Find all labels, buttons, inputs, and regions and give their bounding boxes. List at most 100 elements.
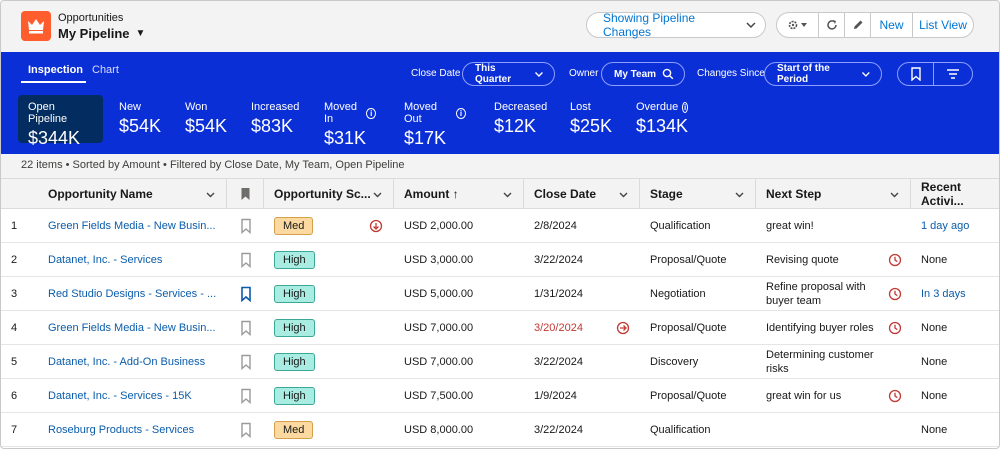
- metric-value: $83K: [251, 116, 294, 136]
- metric-tile[interactable]: Increased $83K: [241, 95, 307, 143]
- column-stage[interactable]: Stage: [640, 179, 756, 209]
- opportunity-link[interactable]: Datanet, Inc. - Add-On Business: [48, 356, 206, 368]
- row-number: 1: [11, 220, 18, 232]
- recent-activity-cell[interactable]: In 3 days: [921, 288, 966, 300]
- metric-tile[interactable]: Open Pipeline $344K: [18, 95, 103, 148]
- metric-value: $17K: [404, 128, 447, 148]
- chevron-down-icon: [535, 72, 544, 77]
- refresh-icon: [826, 20, 837, 30]
- opportunity-link[interactable]: Red Studio Designs - Services - ...: [48, 288, 217, 300]
- column-bookmark[interactable]: [227, 179, 264, 209]
- metric-value: $344K: [28, 128, 81, 148]
- new-button[interactable]: New: [871, 13, 913, 37]
- info-icon[interactable]: i: [682, 101, 688, 113]
- clock-icon: [888, 253, 902, 267]
- list-summary: 22 items • Sorted by Amount • Filtered b…: [1, 154, 999, 179]
- column-close-date[interactable]: Close Date: [524, 179, 640, 209]
- bookmark-cell: [238, 243, 254, 277]
- row-number: 2: [11, 254, 18, 266]
- recent-activity-cell: None: [921, 424, 948, 436]
- metric-value: $54K: [119, 116, 162, 136]
- chevron-down-icon[interactable]: [502, 189, 513, 200]
- close-date-filter[interactable]: This Quarter: [462, 62, 555, 86]
- tab-inspection[interactable]: Inspection: [28, 64, 84, 76]
- amount-cell: USD 7,000.00: [404, 322, 474, 334]
- close-date-value: This Quarter: [475, 63, 512, 85]
- amount-cell: USD 5,000.00: [404, 288, 474, 300]
- stage-cell: Qualification: [650, 220, 711, 232]
- owner-filter[interactable]: My Team: [601, 62, 685, 86]
- next-step-cell: Revising quote: [766, 254, 839, 266]
- column-opportunity-name[interactable]: Opportunity Name: [38, 179, 227, 209]
- info-icon[interactable]: i: [455, 107, 466, 119]
- bookmark-icon[interactable]: [240, 388, 252, 404]
- metric-tile[interactable]: New $54K: [109, 95, 167, 143]
- table-row: 7 Roseburg Products - Services Med USD 8,00…: [1, 413, 999, 447]
- list-view-switcher[interactable]: My Pipeline ▼: [58, 26, 145, 41]
- bookmark-filter-button[interactable]: [897, 62, 934, 86]
- stage-cell: Proposal/Quote: [650, 254, 727, 266]
- column-opportunity-score[interactable]: Opportunity Sc...: [264, 179, 394, 209]
- metric-tile[interactable]: Won $54K: [175, 95, 233, 143]
- metric-value: $54K: [185, 116, 228, 136]
- edit-button[interactable]: [845, 13, 871, 37]
- clock-icon: [888, 321, 902, 335]
- filter-menu-button[interactable]: [933, 62, 973, 86]
- chevron-down-icon[interactable]: [889, 189, 900, 200]
- score-cell: High: [274, 277, 394, 311]
- row-number: 5: [11, 356, 18, 368]
- info-icon[interactable]: i: [366, 107, 376, 119]
- refresh-button[interactable]: [819, 13, 845, 37]
- next-step-cell: Refine proposal with buyer team: [766, 281, 866, 307]
- bookmark-icon[interactable]: [240, 252, 252, 268]
- column-amount[interactable]: Amount ↑: [394, 179, 524, 209]
- bookmark-filled-icon[interactable]: [240, 286, 252, 302]
- bookmark-icon[interactable]: [240, 422, 252, 438]
- chevron-down-icon[interactable]: [618, 189, 629, 200]
- metric-tile[interactable]: Overdue i $134K: [626, 95, 698, 143]
- metric-tile[interactable]: Moved Out i $17K: [394, 95, 476, 148]
- metric-label: Lost: [570, 101, 591, 113]
- score-badge: Med: [274, 217, 314, 235]
- filter-lines-icon: [947, 69, 959, 79]
- column-amount-header: Amount ↑: [404, 187, 459, 201]
- metric-tile[interactable]: Lost $25K: [560, 95, 618, 143]
- pipeline-changes-button[interactable]: Showing Pipeline Changes: [586, 11, 766, 39]
- close-date-cell: 1/9/2024: [534, 390, 577, 402]
- opportunity-link[interactable]: Datanet, Inc. - Services: [48, 254, 163, 266]
- chevron-down-icon[interactable]: [734, 189, 745, 200]
- metric-label: Moved Out: [404, 101, 438, 125]
- column-next-step[interactable]: Next Step: [756, 179, 911, 209]
- tab-chart[interactable]: Chart: [92, 64, 119, 76]
- table-row: 3 Red Studio Designs - Services - ... High…: [1, 277, 999, 311]
- metric-label: Open Pipeline: [28, 101, 68, 125]
- column-label: Next Step: [766, 187, 822, 201]
- metric-tile[interactable]: Moved In i $31K: [314, 95, 386, 148]
- table-row: 2 Datanet, Inc. - Services High USD 3,000.0…: [1, 243, 999, 277]
- opportunity-link[interactable]: Green Fields Media - New Busin...: [48, 220, 216, 232]
- bookmark-icon[interactable]: [240, 320, 252, 336]
- stage-cell: Proposal/Quote: [650, 322, 727, 334]
- bookmark-icon[interactable]: [240, 218, 252, 234]
- settings-button[interactable]: [777, 13, 819, 37]
- changes-since-filter[interactable]: Start of the Period: [764, 62, 882, 86]
- opportunity-link[interactable]: Roseburg Products - Services: [48, 424, 195, 436]
- score-cell: Med: [274, 413, 394, 447]
- column-label: Opportunity Name: [48, 187, 153, 201]
- recent-activity-cell[interactable]: 1 day ago: [921, 220, 970, 232]
- object-label: Opportunities: [58, 12, 124, 24]
- list-view-button[interactable]: List View: [919, 18, 967, 32]
- metric-tile[interactable]: Decreased $12K: [484, 95, 552, 143]
- column-label: Opportunity Sc...: [274, 187, 371, 201]
- metric-value: $31K: [324, 128, 367, 148]
- opportunity-link[interactable]: Datanet, Inc. - Services - 15K: [48, 390, 192, 402]
- next-step-cell: [766, 413, 884, 447]
- opportunity-link[interactable]: Green Fields Media - New Busin...: [48, 322, 216, 334]
- chevron-down-icon[interactable]: [205, 189, 216, 200]
- bookmark-icon[interactable]: [240, 354, 252, 370]
- score-cell: High: [274, 311, 394, 345]
- chevron-down-icon[interactable]: [372, 189, 383, 200]
- column-recent-activity[interactable]: Recent Activi...: [911, 179, 999, 209]
- clock-icon: [888, 389, 902, 403]
